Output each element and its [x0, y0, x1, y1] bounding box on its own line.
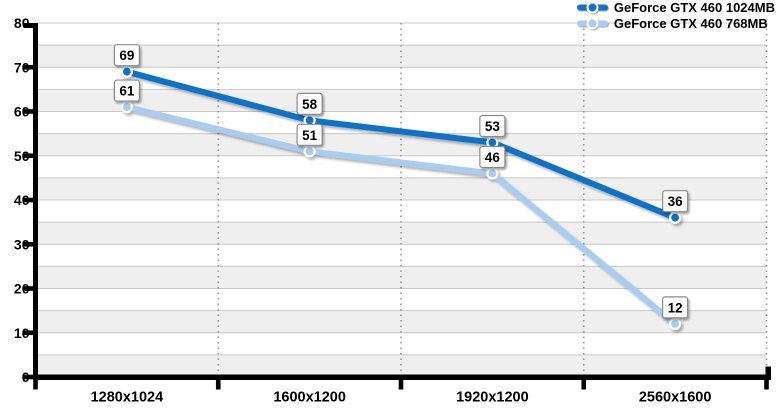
data-label: 58	[296, 92, 323, 115]
y-axis-tick	[23, 197, 36, 203]
plot-band	[38, 310, 767, 333]
y-axis-tick-label: 20	[14, 281, 30, 297]
svg-text:51: 51	[302, 128, 318, 143]
series-line-1	[120, 100, 682, 330]
series-line-marker-icon	[576, 1, 608, 14]
data-point-marker	[120, 65, 133, 78]
data-label: 36	[662, 190, 689, 213]
y-axis-tick	[23, 286, 36, 291]
legend-item-gtx460-1024mb: GeForce GTX 460 1024MB	[576, 0, 775, 15]
x-axis-category-label: 1600x1200	[273, 390, 346, 406]
plot-band	[38, 222, 767, 245]
svg-text:58: 58	[302, 97, 318, 112]
x-axis-tick	[764, 376, 769, 390]
data-label: 51	[296, 123, 323, 146]
x-axis-tick	[33, 376, 38, 390]
svg-text:53: 53	[485, 119, 501, 134]
y-axis-tick-label: 80	[14, 15, 30, 31]
data-point-marker	[486, 167, 499, 180]
y-axis-tick	[23, 241, 36, 247]
series-line-marker-icon	[576, 17, 608, 30]
y-axis-tick-label: 50	[14, 148, 30, 164]
data-label: 69	[113, 44, 140, 67]
x-axis-category-label: 2560x1600	[639, 390, 712, 406]
x-axis-category-label: 1920x1200	[456, 390, 529, 406]
x-axis-tick	[215, 376, 221, 390]
x-axis-right-cap	[765, 366, 771, 377]
y-axis-tick-label: 0	[22, 369, 30, 385]
x-axis-tick	[398, 376, 404, 390]
plot-band	[38, 133, 767, 156]
legend-item-gtx460-768mb: GeForce GTX 460 768MB	[576, 16, 775, 31]
y-axis-tick	[23, 64, 36, 70]
y-axis-tick	[23, 374, 36, 380]
legend-label: GeForce GTX 460 1024MB	[613, 0, 775, 15]
plot-band	[38, 89, 767, 112]
data-label: 12	[662, 296, 689, 319]
plot-band	[38, 266, 767, 289]
plot-band	[38, 177, 767, 200]
svg-text:46: 46	[485, 150, 501, 165]
x-axis-tick	[581, 376, 587, 390]
y-axis-top-cap	[23, 23, 38, 28]
data-point-marker	[669, 211, 682, 224]
plot-band	[38, 45, 767, 68]
y-axis-tick-label: 70	[14, 59, 30, 75]
y-axis-tick-label: 30	[14, 236, 30, 252]
svg-text:61: 61	[119, 84, 135, 99]
data-point-marker	[303, 145, 316, 158]
svg-text:12: 12	[668, 300, 683, 315]
svg-text:69: 69	[119, 48, 134, 63]
data-label: 53	[479, 114, 506, 138]
x-axis-category-label: 1280x1024	[91, 390, 164, 406]
y-axis-tick	[23, 109, 36, 114]
y-axis-tick	[23, 153, 36, 159]
y-axis-tick-label: 10	[14, 325, 30, 341]
plot-band	[38, 354, 767, 377]
data-label: 61	[113, 79, 140, 102]
y-axis-tick	[23, 330, 36, 336]
data-label: 46	[479, 145, 506, 169]
data-point-marker	[669, 317, 682, 330]
y-axis-tick-label: 40	[14, 192, 30, 208]
y-axis-tick-label: 60	[14, 104, 30, 120]
data-point-marker	[120, 100, 133, 114]
legend: GeForce GTX 460 1024MB GeForce GTX 460 7…	[576, 0, 775, 32]
svg-text:36: 36	[668, 194, 684, 209]
legend-label: GeForce GTX 460 768MB	[613, 16, 768, 31]
